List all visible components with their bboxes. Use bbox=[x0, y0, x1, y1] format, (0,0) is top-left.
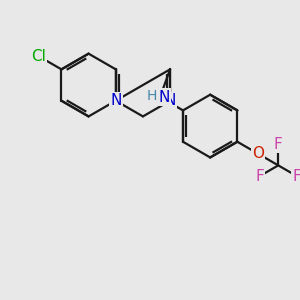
Text: N: N bbox=[159, 90, 170, 105]
Text: H: H bbox=[146, 88, 157, 103]
Text: O: O bbox=[252, 146, 264, 161]
Text: N: N bbox=[164, 93, 176, 108]
Text: N: N bbox=[110, 93, 122, 108]
Text: F: F bbox=[292, 169, 300, 184]
Text: Cl: Cl bbox=[31, 49, 46, 64]
Text: F: F bbox=[274, 136, 283, 152]
Text: F: F bbox=[256, 169, 264, 184]
